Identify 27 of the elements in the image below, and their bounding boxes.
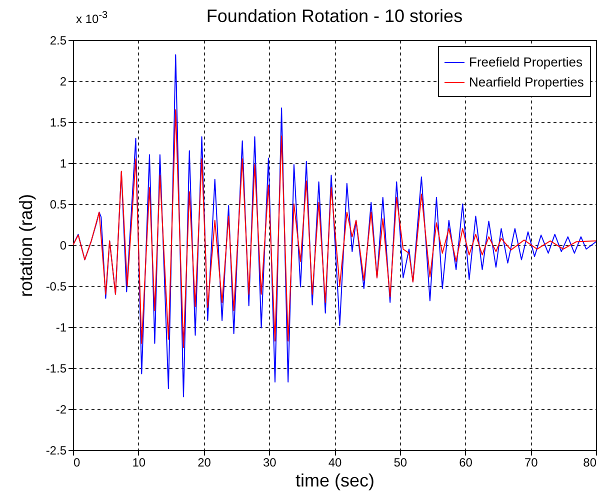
x-tick-label: 10 [132, 456, 146, 470]
y-tick-label: 0 [60, 238, 67, 252]
x-tick-label: 20 [198, 456, 212, 470]
y-tick-label: 2.5 [50, 34, 67, 48]
y-tick-label: -2 [56, 402, 67, 416]
x-tick-label: 0 [74, 456, 80, 470]
x-axis-title: time (sec) [295, 470, 375, 490]
x-tick-label: 70 [524, 456, 538, 470]
x-tick-label: 60 [459, 456, 473, 470]
line-series [73, 109, 596, 348]
y-tick-label: 2 [60, 74, 67, 88]
x-tick-label: 30 [262, 456, 277, 470]
y-tick-label: 0.5 [50, 198, 67, 212]
text: x 10$^{-3}$ [76, 10, 108, 26]
y-tick-label: 1 [60, 156, 67, 170]
x-tick-label: 80 [583, 456, 597, 470]
x-tick-label: 40 [328, 456, 342, 470]
y-tick-label: -0.5 [46, 280, 67, 294]
legend-label: Freefield Properties [469, 54, 583, 70]
chart-title: Foundation Rotation - 10 stories [206, 6, 463, 26]
y-tick-label: -1.5 [46, 362, 67, 376]
y-tick-label: 1.5 [50, 116, 67, 130]
x-tick-label: 50 [394, 456, 408, 470]
y-tick-label: -2.5 [46, 444, 67, 458]
y-axis-title: rotation (rad) [16, 194, 36, 298]
y-tick-label: -1 [56, 320, 67, 334]
legend-label: Nearfield Properties [469, 74, 584, 90]
